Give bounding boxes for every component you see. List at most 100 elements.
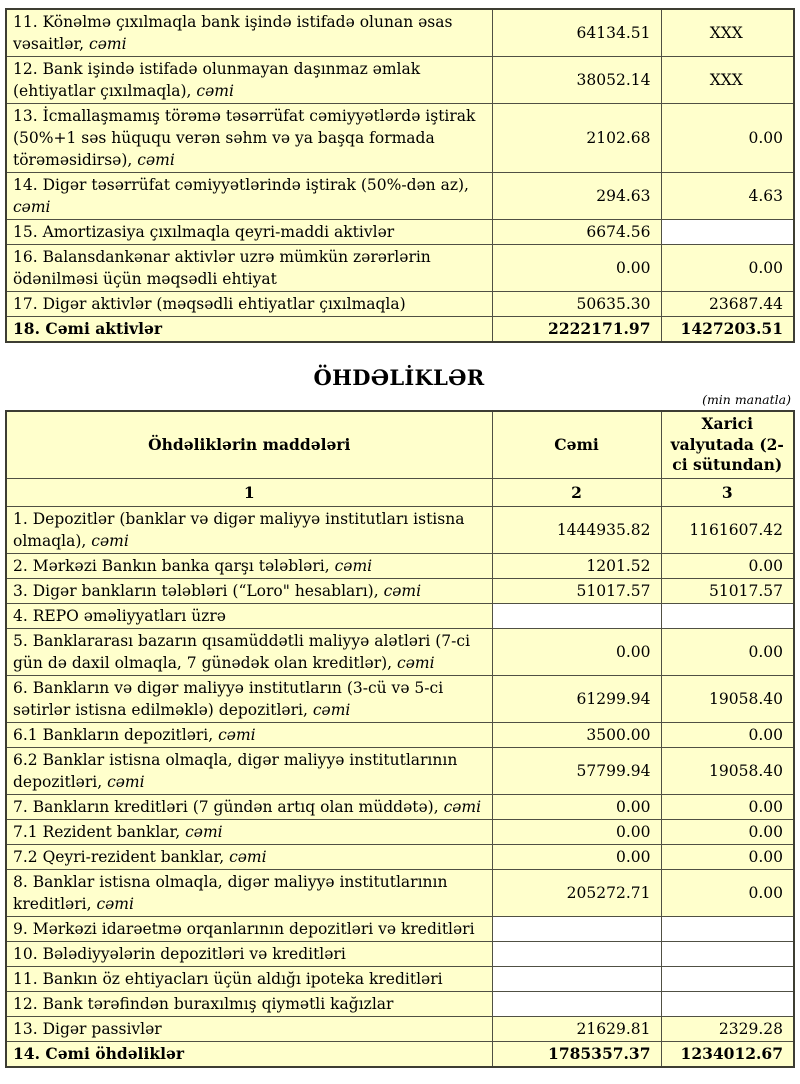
foreign-currency-value-cell: 0.00 [660, 244, 795, 292]
liabilities-table-row: 7. Bankların kreditləri (7 gündən artıq … [5, 794, 795, 820]
column-header-foreign: Xarici valyutada (2-ci sütundan) [660, 410, 795, 479]
liabilities-table-row: 2. Mərkəzi Bankın banka qarşı tələbləri,… [5, 553, 795, 579]
row-label-italic-suffix: cəmi [13, 198, 51, 216]
row-label-cell: 11. Könəlmə çıxılmaqla bank işində istif… [5, 8, 493, 57]
total-value-cell: 0.00 [491, 244, 662, 292]
foreign-currency-value-cell: 1427203.51 [660, 316, 795, 343]
row-label-cell: 6. Bankların və digər maliyyə institutla… [5, 675, 493, 723]
total-value-cell [491, 603, 662, 629]
row-label-italic-suffix: cəmi [218, 726, 256, 744]
total-value-cell: 294.63 [491, 172, 662, 220]
liabilities-table-row: 7.1 Rezident banklar, cəmi 0.00 0.00 [5, 819, 795, 845]
total-value-cell: 1444935.82 [491, 506, 662, 554]
foreign-currency-value-cell: 23687.44 [660, 291, 795, 317]
foreign-currency-value-cell: 1161607.42 [660, 506, 795, 554]
row-label-cell: 5. Banklararası bazarın qısamüddətli mal… [5, 628, 493, 676]
row-label-cell: 11. Bankın öz ehtiyacları üçün aldığı ip… [5, 966, 493, 992]
row-label-cell: 14. Cəmi öhdəliklər [5, 1041, 493, 1068]
total-value-cell: 6674.56 [491, 219, 662, 245]
row-label-cell: 13. Digər passivlər [5, 1016, 493, 1042]
row-label-italic-suffix: cəmi [137, 151, 175, 169]
row-label-cell: 8. Banklar istisna olmaqla, digər maliyy… [5, 869, 493, 917]
total-value-cell: 0.00 [491, 794, 662, 820]
foreign-currency-value-cell: XXX [660, 8, 795, 57]
column-header-total: Cəmi [491, 410, 662, 479]
assets-table-row: 17. Digər aktivlər (məqsədli ehtiyatlar … [5, 291, 795, 317]
assets-table-row: 16. Balansdankənar aktivlər uzrə mümkün … [5, 244, 795, 292]
liabilities-table-row: 11. Bankın öz ehtiyacları üçün aldığı ip… [5, 966, 795, 992]
unit-note: (min manatla) [702, 392, 791, 407]
row-label-italic-suffix: cəmi [397, 654, 435, 672]
total-value-cell: 0.00 [491, 628, 662, 676]
row-label-cell: 15. Amortizasiya çıxılmaqla qeyri-maddi … [5, 219, 493, 245]
liabilities-table: Öhdəliklərin maddələri Cəmi Xarici valyu… [5, 410, 795, 1068]
foreign-currency-value-cell: 0.00 [660, 844, 795, 870]
row-label-italic-suffix: cəmi [443, 798, 482, 816]
assets-table-row: 13. İcmallaşmamış törəmə təsərrüfat cəmi… [5, 103, 795, 173]
column-index-2: 2 [491, 478, 662, 507]
liabilities-table-row: 10. Bələdiyyələrin depozitləri və kredit… [5, 941, 795, 967]
total-value-cell: 0.00 [491, 819, 662, 845]
foreign-currency-value-cell: 0.00 [660, 869, 795, 917]
liabilities-table-row: 14. Cəmi öhdəliklər 1785357.37 1234012.67 [5, 1041, 795, 1068]
total-value-cell: 38052.14 [491, 56, 662, 104]
row-label-italic-suffix: cəmi [91, 532, 129, 550]
liabilities-table-row: 9. Mərkəzi idarəetmə orqanlarının depozi… [5, 916, 795, 942]
column-index-3: 3 [660, 478, 795, 507]
row-label-italic-suffix: cəmi [107, 773, 145, 791]
row-label-cell: 6.1 Bankların depozitləri, cəmi [5, 722, 493, 748]
total-value-cell: 64134.51 [491, 8, 662, 57]
foreign-currency-value-cell: 19058.40 [660, 675, 795, 723]
foreign-currency-value-cell: 0.00 [660, 553, 795, 579]
row-label-cell: 1. Depozitlər (banklar və digər maliyyə … [5, 506, 493, 554]
total-value-cell [491, 916, 662, 942]
row-label-italic-suffix: cəmi [383, 582, 422, 600]
foreign-currency-value-cell: 0.00 [660, 722, 795, 748]
foreign-currency-value-cell [660, 603, 795, 629]
liabilities-table-row: 6. Bankların və digər maliyyə institutla… [5, 675, 795, 723]
total-value-cell: 3500.00 [491, 722, 662, 748]
foreign-currency-value-cell: 2329.28 [660, 1016, 795, 1042]
foreign-currency-value-cell: 0.00 [660, 628, 795, 676]
foreign-currency-value-cell: 1234012.67 [660, 1041, 795, 1068]
liabilities-table-row: 6.2 Banklar istisna olmaqla, digər maliy… [5, 747, 795, 795]
liabilities-table-row: 7.2 Qeyri-rezident banklar, cəmi 0.00 0.00 [5, 844, 795, 870]
row-label-italic-suffix: cəmi [312, 701, 351, 719]
foreign-currency-value-cell: XXX [660, 56, 795, 104]
row-label-cell: 13. İcmallaşmamış törəmə təsərrüfat cəmi… [5, 103, 493, 173]
assets-table-row: 14. Digər təsərrüfat cəmiyyətlərində işt… [5, 172, 795, 220]
total-value-cell [491, 991, 662, 1017]
row-label-cell: 12. Bank işində istifadə olunmayan daşın… [5, 56, 493, 104]
row-label-cell: 3. Digər bankların tələbləri (“Loro" hes… [5, 578, 493, 604]
assets-table: 11. Könəlmə çıxılmaqla bank işində istif… [5, 8, 795, 343]
total-value-cell: 0.00 [491, 844, 662, 870]
row-label-cell: 7. Bankların kreditləri (7 gündən artıq … [5, 794, 493, 820]
row-label-cell: 16. Balansdankənar aktivlər uzrə mümkün … [5, 244, 493, 292]
liabilities-section-title: ÖHDƏLİKLƏR [313, 365, 485, 390]
total-value-cell: 1201.52 [491, 553, 662, 579]
foreign-currency-value-cell: 0.00 [660, 794, 795, 820]
liabilities-table-row: 4. REPO əməliyyatları üzrə [5, 603, 795, 629]
row-label-italic-suffix: cəmi [89, 35, 127, 53]
assets-table-row: 12. Bank işində istifadə olunmayan daşın… [5, 56, 795, 104]
foreign-currency-value-cell: 51017.57 [660, 578, 795, 604]
foreign-currency-value-cell [660, 219, 795, 245]
foreign-currency-value-cell: 19058.40 [660, 747, 795, 795]
row-label-cell: 2. Mərkəzi Bankın banka qarşı tələbləri,… [5, 553, 493, 579]
foreign-currency-value-cell [660, 941, 795, 967]
assets-table-row: 11. Könəlmə çıxılmaqla bank işində istif… [5, 8, 795, 57]
row-label-cell: 14. Digər təsərrüfat cəmiyyətlərində işt… [5, 172, 493, 220]
row-label-italic-suffix: cəmi [334, 557, 373, 575]
row-label-cell: 10. Bələdiyyələrin depozitləri və kredit… [5, 941, 493, 967]
foreign-currency-value-cell [660, 966, 795, 992]
column-header-items: Öhdəliklərin maddələri [5, 410, 493, 479]
total-value-cell: 21629.81 [491, 1016, 662, 1042]
row-label-cell: 7.2 Qeyri-rezident banklar, cəmi [5, 844, 493, 870]
foreign-currency-value-cell: 4.63 [660, 172, 795, 220]
liabilities-table-row: 6.1 Bankların depozitləri, cəmi 3500.00 0.… [5, 722, 795, 748]
row-label-italic-suffix: cəmi [185, 823, 223, 841]
liabilities-table-row: 13. Digər passivlər 21629.81 2329.28 [5, 1016, 795, 1042]
total-value-cell [491, 941, 662, 967]
foreign-currency-value-cell: 0.00 [660, 103, 795, 173]
